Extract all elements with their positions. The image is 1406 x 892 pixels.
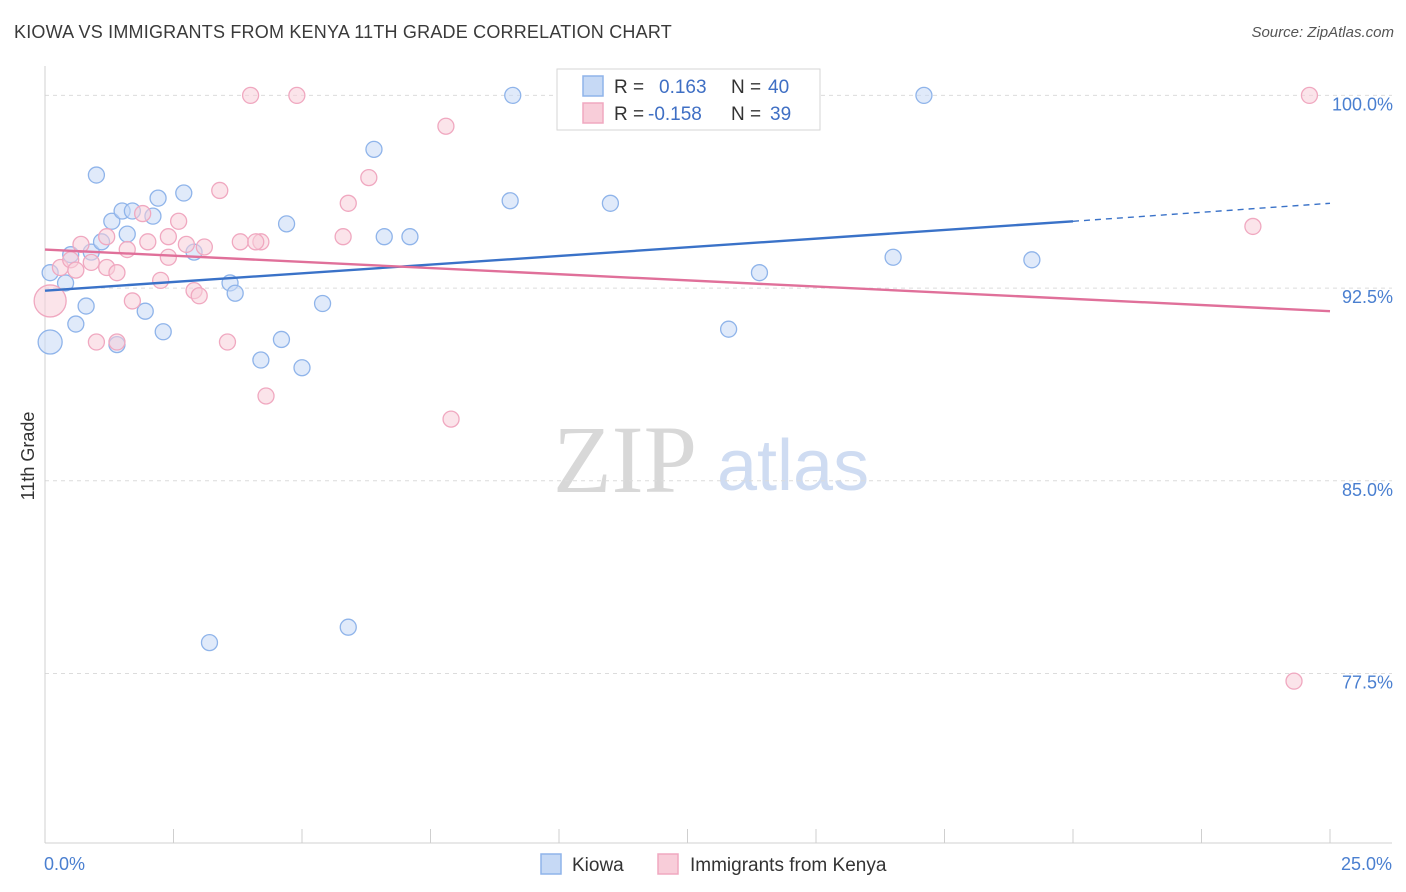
kenya-point — [288, 86, 306, 105]
kiowa-point — [277, 215, 296, 233]
data-points — [33, 86, 1319, 690]
kiowa-point — [719, 320, 738, 338]
kenya-point — [108, 333, 126, 351]
kenya-point — [151, 271, 170, 290]
kiowa-point — [339, 618, 357, 636]
stats-swatch-kiowa — [582, 75, 604, 97]
kiowa-point — [504, 86, 522, 105]
y-axis-label: 11th Grade — [18, 412, 38, 501]
kiowa-point — [87, 166, 106, 184]
kenya-point — [231, 233, 249, 251]
legend: Kiowa Immigrants from Kenya — [540, 853, 887, 876]
kiowa-point — [252, 351, 270, 369]
kenya-point — [257, 387, 275, 405]
kenya-point — [169, 212, 188, 230]
kenya-point — [339, 194, 357, 212]
kiowa-point — [77, 297, 95, 315]
axes: 100.0% 92.5% 85.0% 77.5% 0.0% 25.0% — [44, 66, 1393, 874]
kenya-point — [247, 233, 265, 251]
kenya-point — [1300, 86, 1319, 105]
kenya-point — [334, 228, 352, 246]
stats-r-value-kiowa: 0.163 — [659, 77, 707, 98]
kenya-point — [98, 228, 116, 246]
kiowa-trend-line — [44, 220, 1074, 292]
stats-n-label-kiowa: N = — [731, 77, 761, 98]
kenya-point — [195, 238, 213, 256]
x-tick-label: 25.0% — [1341, 854, 1392, 874]
kenya-point — [123, 292, 142, 310]
kiowa-point — [136, 302, 154, 320]
kenya-point — [82, 253, 100, 272]
kenya-point — [241, 86, 260, 105]
stats-box: R = 0.163 N = 40 R = -0.158 N = 39 — [556, 68, 821, 131]
kenya-point — [190, 287, 208, 305]
chart-title: KIOWA VS IMMIGRANTS FROM KENYA 11TH GRAD… — [14, 22, 672, 42]
kiowa-point — [501, 192, 519, 210]
kenya-point — [1285, 672, 1303, 690]
kenya-point — [360, 168, 378, 187]
kiowa-point — [103, 212, 121, 230]
kiowa-point — [67, 315, 85, 333]
kenya-point — [33, 284, 67, 318]
kiowa-point — [200, 633, 219, 652]
kenya-point — [118, 240, 136, 259]
kiowa-point — [313, 294, 332, 313]
gridlines — [45, 94, 1392, 674]
kiowa-point — [750, 264, 769, 282]
stats-n-value-kiowa: 40 — [768, 77, 789, 98]
stats-swatch-kenya — [582, 102, 604, 124]
trend-lines — [44, 202, 1331, 313]
y-tick-label: 85.0% — [1342, 480, 1393, 500]
stats-n-label-kenya: N = — [731, 104, 761, 125]
kiowa-point — [226, 284, 244, 302]
legend-label-kenya: Immigrants from Kenya — [690, 855, 887, 876]
kenya-point — [437, 117, 455, 135]
kiowa-point — [365, 140, 383, 158]
y-tick-label: 77.5% — [1342, 672, 1393, 692]
legend-label-kiowa: Kiowa — [572, 855, 624, 876]
kenya-point — [1244, 217, 1262, 236]
watermark-zip: ZIP — [553, 406, 697, 513]
kiowa-point — [401, 228, 419, 246]
kiowa-point — [175, 184, 193, 202]
kiowa-point — [149, 189, 167, 207]
kiowa-point — [37, 329, 63, 355]
kiowa-point — [915, 86, 933, 105]
kiowa-point — [154, 323, 172, 341]
kenya-point — [159, 228, 178, 246]
y-tick-label: 92.5% — [1342, 287, 1393, 307]
kenya-trend-line — [44, 248, 1331, 313]
kiowa-point — [272, 330, 291, 349]
kenya-point — [218, 333, 237, 351]
kenya-point — [139, 233, 157, 251]
kiowa-trend-extension — [1072, 202, 1331, 222]
x-tick-label: 0.0% — [44, 854, 85, 874]
kenya-point — [108, 264, 126, 282]
kiowa-point — [1023, 251, 1041, 269]
kenya-point — [177, 235, 196, 254]
kenya-point — [87, 333, 106, 351]
source-label: Source: ZipAtlas.com — [1251, 24, 1394, 41]
kenya-point — [134, 204, 152, 223]
stats-r-label-kiowa: R = — [614, 77, 644, 98]
watermark: ZIP atlas — [553, 406, 869, 513]
kenya-point — [159, 248, 178, 266]
watermark-atlas: atlas — [717, 426, 869, 506]
kiowa-point — [293, 359, 311, 377]
stats-r-value-kenya: -0.158 — [648, 104, 702, 125]
stats-n-value-kenya: 39 — [770, 104, 791, 125]
kenya-point — [211, 181, 229, 200]
y-tick-label: 100.0% — [1332, 94, 1393, 114]
kiowa-point — [884, 248, 902, 266]
kiowa-point — [56, 274, 75, 292]
legend-swatch-kiowa — [540, 853, 562, 875]
legend-swatch-kenya — [657, 853, 679, 875]
kiowa-point — [118, 225, 136, 243]
kiowa-point — [601, 194, 620, 212]
kenya-point — [442, 410, 460, 428]
kenya-point — [67, 261, 85, 279]
kiowa-point — [375, 228, 393, 246]
stats-r-label-kenya: R = — [614, 104, 644, 125]
